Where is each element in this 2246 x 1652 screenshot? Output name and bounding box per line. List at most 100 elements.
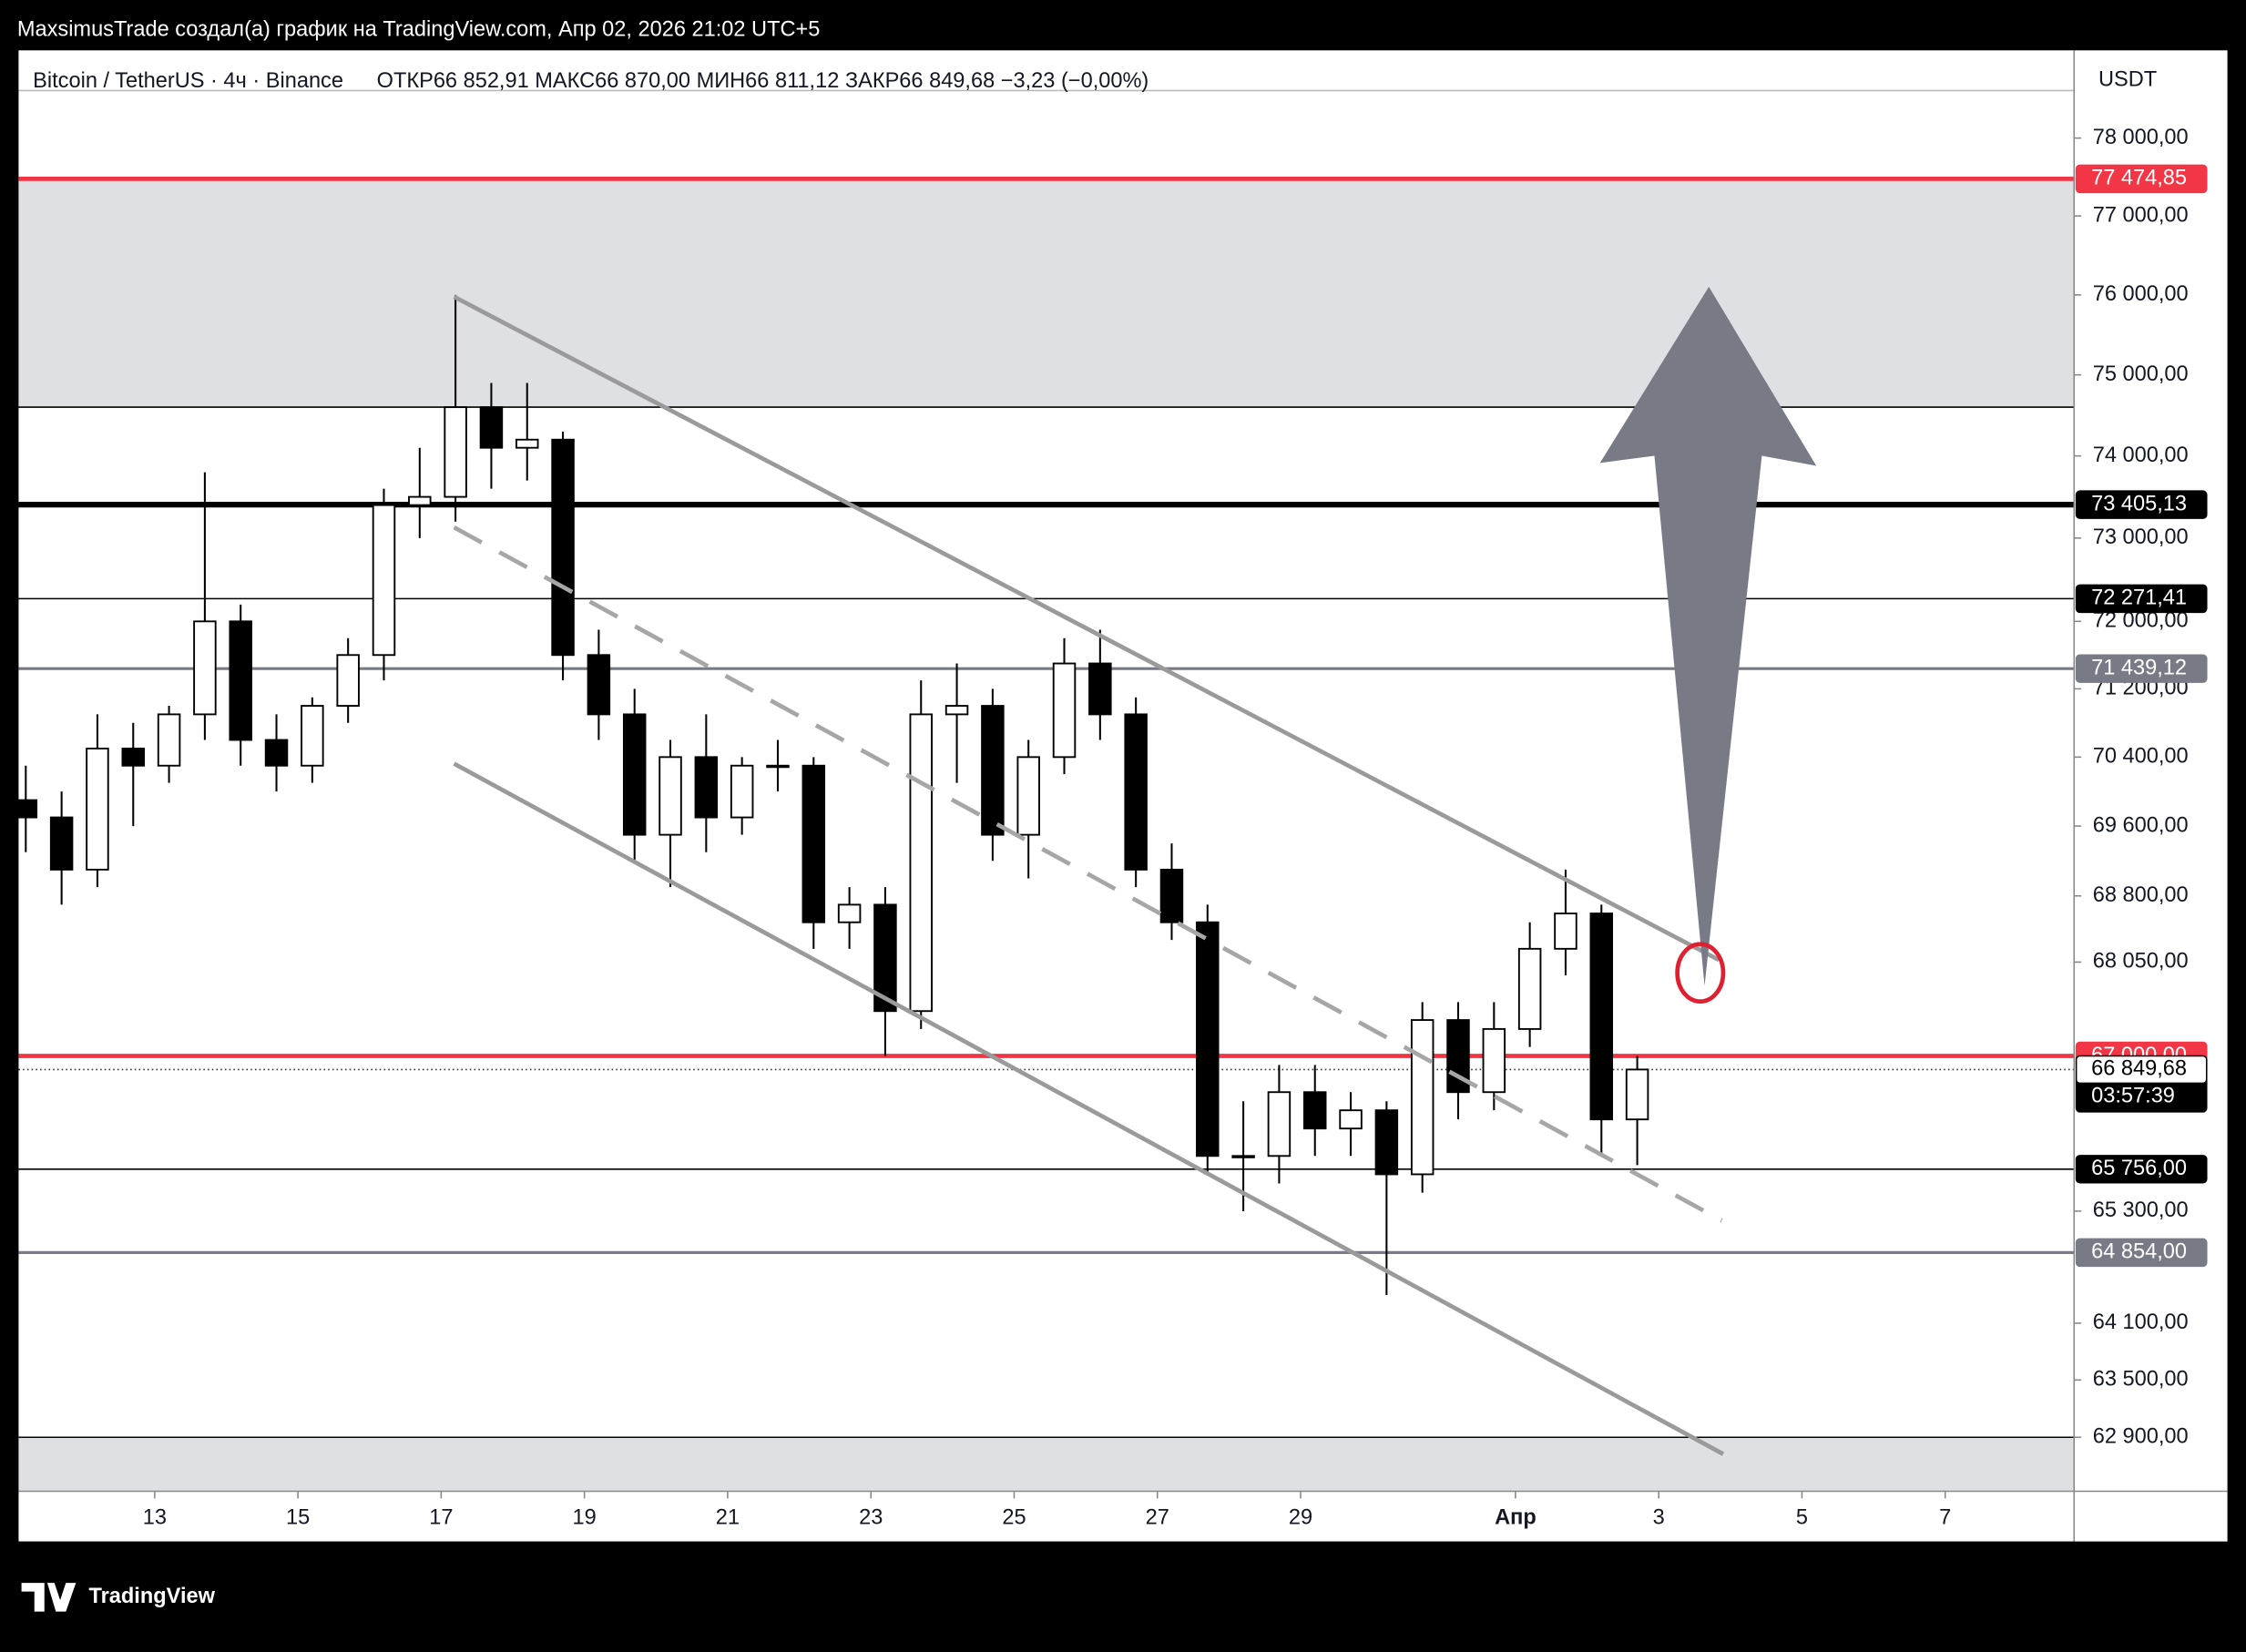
x-tick-label: 29: [1289, 1505, 1312, 1529]
y-tick-label: 63 500,00: [2093, 1367, 2189, 1391]
x-tick-label: 3: [1653, 1505, 1665, 1529]
drawings: [453, 286, 1817, 1456]
ohlc: ОТКР66 852,91 МАКС66 870,00 МИН66 811,12…: [377, 68, 1149, 92]
y-tick-label: 75 000,00: [2093, 362, 2189, 385]
candle-body: [1159, 868, 1184, 923]
candle-body: [587, 654, 611, 716]
level-label: 71 439,12: [2091, 655, 2187, 678]
candle-body: [1410, 1019, 1434, 1176]
level-label-box: [2075, 654, 2208, 683]
x-tick-label: 17: [429, 1505, 453, 1529]
level-label: 72 271,41: [2091, 586, 2187, 609]
candle-body: [372, 504, 396, 657]
last-price-label: 66 849,68: [2091, 1056, 2187, 1080]
target-circle: [1675, 942, 1726, 1004]
x-tick-label: Апр: [1495, 1505, 1536, 1529]
y-tick-label: 78 000,00: [2093, 125, 2189, 148]
candle-body: [730, 764, 754, 819]
axes: 78 000,00 77 000,00 76 000,00 75 000,00 74 0…: [143, 125, 2208, 1529]
zone: [18, 1437, 2075, 1492]
y-tick-label: 70 400,00: [2093, 744, 2189, 768]
candle-body: [193, 620, 217, 716]
channel-upper: [453, 294, 1720, 963]
candle-body: [49, 816, 74, 871]
candle-body: [336, 654, 360, 707]
candle-body: [1052, 662, 1077, 759]
candle-body: [1267, 1091, 1291, 1157]
candle-body: [944, 705, 969, 716]
candle-body: [1589, 913, 1614, 1121]
candle-body: [264, 739, 289, 767]
candle-body: [658, 756, 682, 836]
x-tick-label: 23: [859, 1505, 883, 1529]
candle-body: [909, 713, 933, 1013]
candle-body: [14, 799, 38, 819]
price-axis: [2075, 50, 2228, 1542]
candle-body: [1339, 1109, 1363, 1130]
up-arrow: [1599, 286, 1817, 986]
candle-body: [1124, 713, 1148, 871]
level-label: 64 854,00: [2091, 1239, 2187, 1263]
currency: USDT: [2098, 67, 2157, 91]
level-label-box: [2075, 584, 2208, 614]
candle-body: [801, 764, 826, 923]
x-tick-label: 15: [286, 1505, 310, 1529]
y-tick-label: 74 000,00: [2093, 443, 2189, 466]
candle-body: [694, 756, 719, 819]
x-tick-label: 7: [1939, 1505, 1951, 1529]
x-tick-label: 19: [573, 1505, 597, 1529]
x-tick-label: 25: [1002, 1505, 1026, 1529]
y-tick-label: 69 600,00: [2093, 812, 2189, 836]
logo: TradingView: [89, 1584, 216, 1607]
channel-middle: [453, 525, 1723, 1223]
y-tick-label: 64 100,00: [2093, 1310, 2189, 1333]
candle-body: [981, 705, 1005, 836]
attribution: MaxsimusTrade создал(а) график на Tradin…: [17, 17, 821, 41]
candle-body: [1196, 921, 1220, 1157]
logo-mark: [21, 1583, 77, 1612]
level-label-box: [2075, 490, 2208, 519]
level-label-box: [2075, 164, 2208, 194]
zone: [18, 178, 2075, 408]
level-label: 77 474,85: [2091, 166, 2187, 189]
candle-body: [1303, 1091, 1327, 1130]
candle-body: [121, 747, 146, 767]
level-label-box: [2075, 1155, 2208, 1184]
candle-body: [622, 713, 647, 836]
candle-body: [229, 620, 252, 741]
channel-lower: [453, 761, 1725, 1456]
candle-body: [1517, 947, 1542, 1030]
y-tick-label: 68 050,00: [2093, 949, 2189, 973]
last-price-value-box: [2077, 1056, 2206, 1083]
level-label: 73 405,13: [2091, 491, 2187, 515]
y-tick-label: 77 000,00: [2093, 202, 2189, 226]
x-tick-label: 21: [716, 1505, 740, 1529]
candle-body: [551, 438, 575, 657]
y-tick-label: 76 000,00: [2093, 281, 2189, 305]
candle-body: [873, 903, 897, 1013]
y-tick-label: 73 000,00: [2093, 525, 2189, 548]
candle-body: [1088, 662, 1112, 716]
candle-body: [516, 438, 539, 449]
y-tick-label: 62 900,00: [2093, 1423, 2189, 1447]
countdown: 03:57:39: [2091, 1084, 2175, 1107]
x-tick-label: 13: [143, 1505, 167, 1529]
candle-body: [86, 747, 109, 871]
level-label: 65 756,00: [2091, 1156, 2187, 1179]
legend-bar: [18, 50, 2075, 91]
candle-body: [837, 903, 862, 923]
level-label-box: [2075, 1238, 2208, 1268]
candle-body: [408, 495, 432, 506]
candle-body: [1625, 1068, 1649, 1121]
candle-body: [766, 764, 790, 769]
candle-body: [1482, 1027, 1506, 1094]
candle-body: [1231, 1155, 1255, 1158]
candle-body: [157, 713, 181, 767]
candle-body: [1554, 913, 1577, 950]
candle-body: [1016, 756, 1040, 836]
y-tick-label: 65 300,00: [2093, 1198, 2189, 1221]
candle-body: [479, 406, 504, 449]
y-tick-label: 68 800,00: [2093, 882, 2189, 906]
candle-body: [301, 705, 324, 767]
